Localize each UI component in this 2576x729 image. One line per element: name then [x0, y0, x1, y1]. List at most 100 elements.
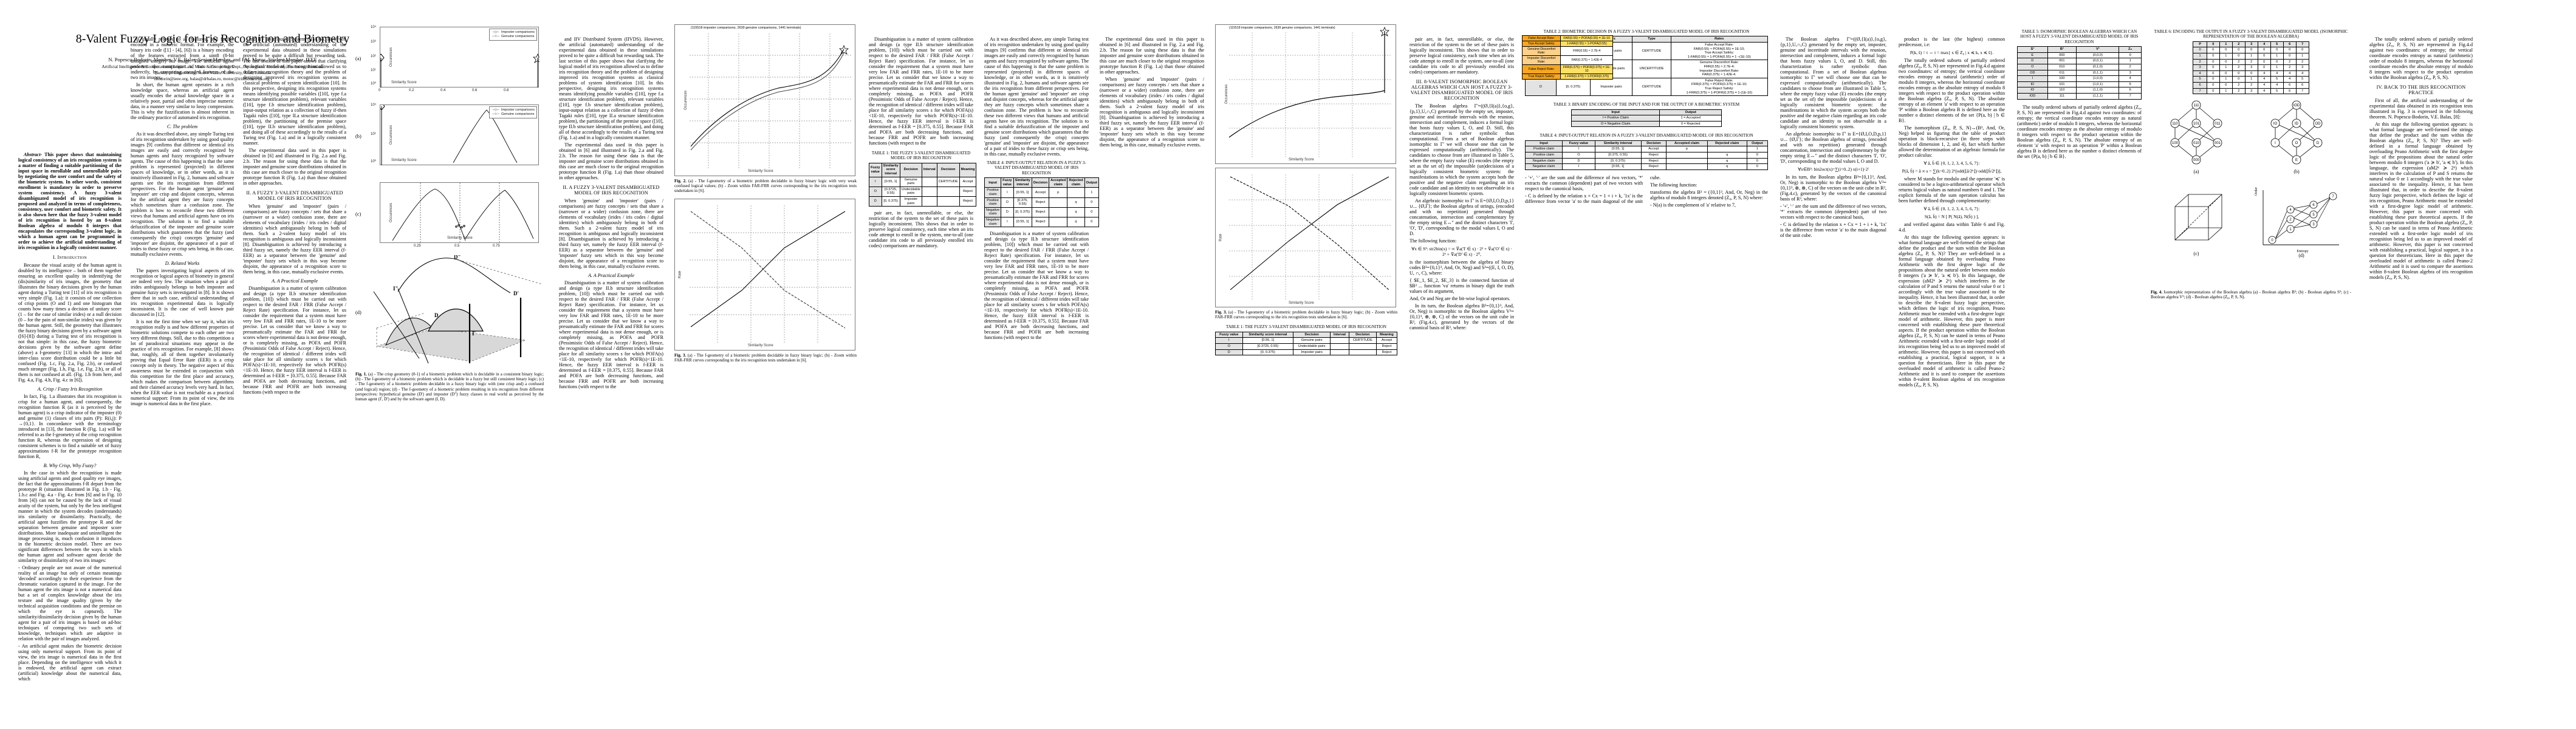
table-1-dup: Fuzzy value Similarity score interval Deci… [1215, 331, 1397, 356]
table-row: Negative claim I [0.55, 1] Reject q 0 [1524, 163, 1769, 170]
table-cell: 1 [2270, 64, 2284, 71]
table-cell: 1 [1746, 146, 1769, 152]
column-7: The experimental data used in this paper… [1100, 36, 1204, 149]
table-row: D [0, 0.375) Imposter pairs Reject [869, 196, 977, 207]
equation-4: ∀ â, b̂ ∈ {0, 1, 2, 3, 4, 5, 6, 7}: [1923, 160, 1980, 166]
table-cell: 000 [2047, 52, 2077, 59]
table-cell: Accept [959, 176, 977, 187]
figure-3b-label: Fig. 3. [1215, 310, 1227, 315]
color-cell-value: FRR(0.55) ≈ 2.7E-4 [1560, 46, 1613, 56]
column-header: 4 [2257, 41, 2271, 48]
table-cell: O [869, 186, 882, 197]
table-cell: q [1067, 216, 1085, 228]
paragraph: When 'genuine' and 'imposter' (pairs / c… [243, 204, 346, 275]
table-1-title: TABLE 1: THE FUZZY 3-VALENT DISAMBIGUATE… [871, 151, 971, 161]
table-cell: q [1707, 157, 1747, 165]
paragraph: The totally ordered subsets of partially… [1899, 58, 2005, 123]
svg-text:3: 3 [2312, 223, 2315, 227]
table-cell: 7 [2193, 87, 2207, 95]
table-cell: Genuine pairs [899, 176, 922, 187]
table-cell: 1 [2219, 76, 2233, 83]
ytick-0: 10⁰ [371, 82, 377, 86]
column-header: Decision [1640, 140, 1667, 147]
table-cell: D [1001, 207, 1014, 217]
table-cell: 2 [2232, 81, 2245, 89]
table-cell: Reject [1376, 343, 1397, 350]
column-3: and IIV Distributed System (IIVDS). Howe… [243, 36, 346, 397]
table-row: O [0.3725, 0.55) Undecidable pairs Reject [869, 186, 977, 197]
equation-2: ∀x∈B³: bin2oct(x)=∑(i=0..2) x(i+1)·2ⁱ [1798, 166, 1869, 172]
equation-3: P(k, ŝ) = t ⇔ t = max{ x ∈ Z₈ | x ≼ k, x… [1910, 50, 1994, 55]
axis-label-x: Similarity Score [391, 159, 417, 162]
paragraph: At this stage the following question app… [2369, 122, 2473, 280]
color-cell-value: 1-FRR(0.375) ≈ 1-POFR(0.375) [1560, 74, 1613, 80]
table-cell: Accept [1031, 187, 1050, 198]
abstract-body: This paper shows that maintaining logica… [18, 152, 122, 250]
table-row: IO 110 (1,1,0) 6 [2017, 87, 2142, 94]
table-cell: O [1001, 197, 1014, 208]
figure-4-caption-text: Isomorphic representations of the Boolea… [2151, 290, 2351, 300]
paragraph: product is the last (the highest) common… [1899, 36, 2005, 47]
table-cell: D [1215, 349, 1243, 356]
figure-2-caption-text: (a) - The f-geometry of a biometric prob… [674, 179, 857, 194]
table-cell: 0 [2206, 76, 2220, 83]
table-1-body: Fuzzy value Similarity score interval Deci… [869, 162, 977, 207]
xtick-2: 0.4 [440, 89, 446, 92]
color-cell-value: FAR(0.55) ≈ POFA(0.55) = 1E-10 [1560, 35, 1613, 41]
table-4-title-2: TABLE 4: INPUT-OUTPUT RELATION IN A FUZZ… [1540, 133, 1753, 139]
ytick-4: 10⁴ [371, 26, 377, 29]
table-4b: Input Fuzzy value Similarity interval Decis… [1524, 140, 1769, 170]
column-header: Fuzzy value [1215, 331, 1243, 338]
table-cell: 1 = Accepted [1659, 115, 1722, 122]
ytick-1: 10¹ [371, 69, 376, 72]
table-header-row: Input Fuzzy value Similarity interval Decis… [984, 177, 1099, 188]
paragraph: It is not the first time when we say it,… [131, 319, 234, 406]
table-cell: Positive claim [1524, 146, 1563, 152]
affiliation-1: Artificial Intelligence & Computational … [101, 64, 324, 69]
table-cell: 0 [2257, 47, 2271, 53]
column-header: Input [1524, 140, 1563, 147]
paragraph: is usually referred to as 'features', an… [131, 36, 234, 80]
axis-label-entropy: Entropy [2297, 250, 2308, 253]
column-10: product is the last (the highest) common… [1899, 36, 2005, 389]
color-cell-label: Genuine Discomfort Rate: [1521, 46, 1561, 56]
table-cell: (1,1,1) [2076, 92, 2120, 100]
paragraph: And, Or and Neg are the bit-wise logical… [1410, 296, 1510, 301]
paragraph: The totally ordered subsets of partially… [2017, 104, 2142, 159]
table-row: Positive claim O [0.375, 0.55) Reject q 0 [1524, 151, 1769, 159]
table-cell: Positive claim [1524, 151, 1563, 159]
table-cell: 2 [2283, 58, 2297, 66]
table-cell: 2 [2193, 58, 2207, 66]
table-2-title-left: TABLE 1: THE FUZZY 3-VALENT DISAMBIGUATE… [1226, 324, 1386, 330]
lattice-node-b3-6: 001 [2215, 142, 2221, 145]
figure-1-caption-text: (a) - The crisp geometry (0-1) of a biom… [355, 372, 544, 402]
table-cell: p [1666, 146, 1708, 152]
table-row: I = Positive Claim 1 = Accepted [1571, 115, 1722, 122]
paragraph: transforms the algebra B³ = ({0,1}³, And… [1650, 189, 1768, 200]
table-cell [921, 176, 937, 187]
table-cell: [0, 0.375) [1556, 77, 1591, 97]
figure-4-label: Fig. 4. [2151, 290, 2163, 295]
table-cell: [0.55, 1] [1594, 146, 1642, 152]
table-cell: 1 [1084, 187, 1099, 198]
paragraph: - An artificial agent makes the biometri… [18, 643, 122, 682]
table-cell: D [1524, 77, 1557, 97]
figure-2-label: Fig. 2. [674, 179, 687, 183]
table-cell: Reject [1376, 349, 1397, 356]
svg-text:1: 1 [2289, 228, 2292, 231]
column-header: Decision [1031, 177, 1050, 188]
table-cell: 4 [2295, 70, 2309, 77]
table-cell [921, 186, 937, 197]
subheading-3a: A. A Practical Example [271, 278, 318, 284]
table-cell: 100 [2047, 75, 2077, 82]
table-cell: 2 [2232, 87, 2245, 95]
figure-1a: (a) Occurences Similarity Score 10⁴ 10³ … [355, 24, 544, 97]
table-cell: q [1707, 151, 1747, 159]
panel-label-d: (d) [355, 310, 361, 315]
